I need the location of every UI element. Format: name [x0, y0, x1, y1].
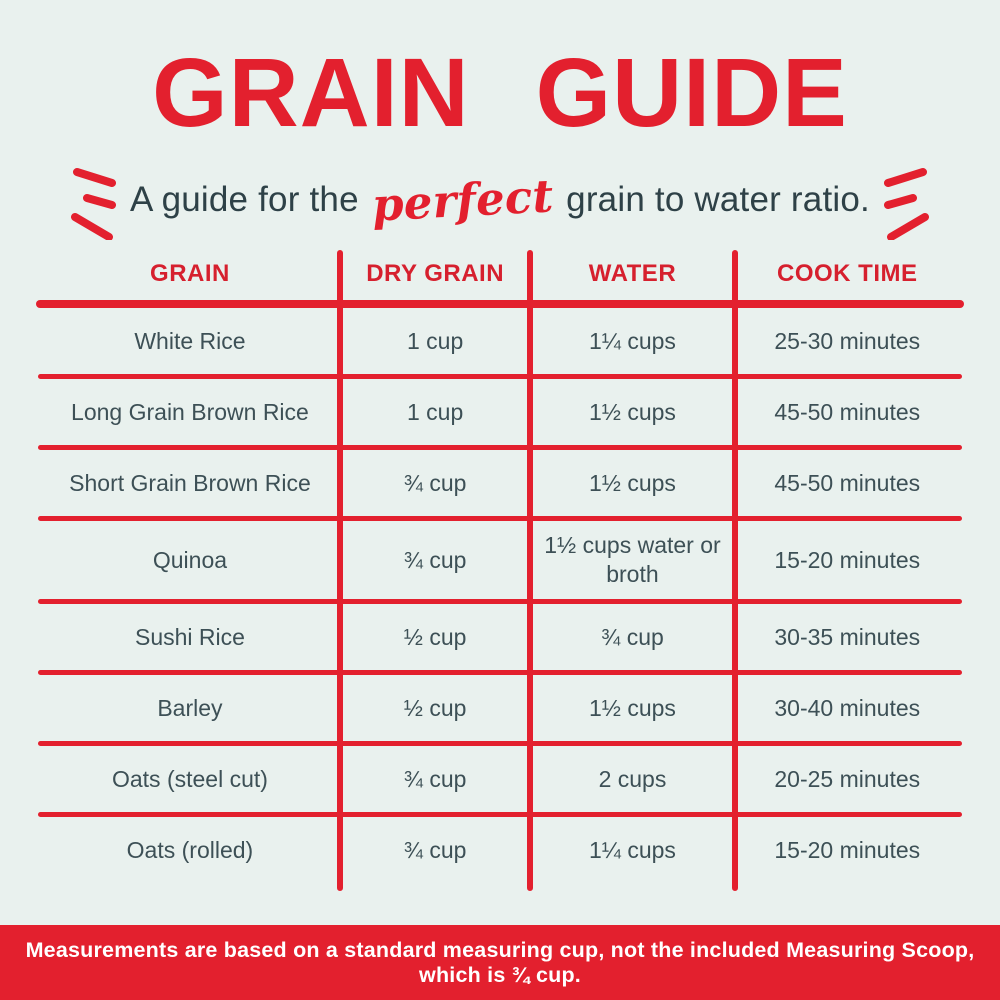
dry-grain-cell: 1 cup — [406, 398, 464, 425]
grain-cell: Long Grain Brown Rice — [71, 398, 309, 425]
grain-cell: Quinoa — [152, 546, 228, 573]
footer-note: Measurements are based on a standard mea… — [25, 937, 975, 987]
column-divider-line — [731, 250, 738, 891]
dry-grain-cell: ¾ cup — [403, 469, 467, 496]
row-divider-line — [38, 516, 962, 521]
dry-grain-cell: 1 cup — [406, 327, 464, 354]
column-header-water: WATER — [588, 260, 677, 287]
table-row-white-rice: White Rice 1 cup 1¼ cups 25-30 minutes — [40, 308, 960, 374]
table-row-barley: Barley ½ cup 1½ cups 30-40 minutes — [40, 675, 960, 741]
table-row-oats-rolled: Oats (rolled) ¾ cup 1¼ cups 15-20 minute… — [40, 817, 960, 883]
grain-cell: White Rice — [134, 327, 246, 354]
subtitle-suffix: grain to water ratio. — [566, 180, 870, 219]
water-cell: 1½ cups — [588, 694, 676, 721]
page-title: GRAIN GUIDE — [152, 38, 848, 147]
grain-cell: Short Grain Brown Rice — [69, 469, 311, 496]
cook-time-cell: 15-20 minutes — [774, 546, 921, 573]
header-divider-line — [36, 300, 964, 308]
grain-cell: Oats (rolled) — [126, 836, 254, 863]
dry-grain-cell: ½ cup — [403, 623, 467, 650]
dry-grain-cell: ¾ cup — [403, 836, 467, 863]
column-header-grain: GRAIN — [150, 260, 230, 287]
emphasis-dashes-left-icon — [70, 160, 117, 241]
subtitle-highlight: perfect — [370, 168, 555, 232]
water-cell: 1¼ cups — [588, 327, 676, 354]
water-cell: 1½ cups — [588, 398, 676, 425]
row-divider-line — [38, 812, 962, 817]
table-row-quinoa: Quinoa ¾ cup 1½ cups water or broth 15-2… — [40, 521, 960, 599]
emphasis-dashes-right-icon — [883, 160, 930, 241]
row-divider-line — [38, 599, 962, 604]
water-cell: 1¼ cups — [588, 836, 676, 863]
cook-time-cell: 45-50 minutes — [774, 398, 921, 425]
water-cell: 2 cups — [598, 765, 667, 792]
water-cell: 1½ cups water or broth — [544, 532, 721, 587]
grain-cell: Sushi Rice — [134, 623, 245, 650]
column-divider-line — [527, 250, 534, 891]
subtitle: A guide for the perfect grain to water r… — [130, 169, 870, 231]
grain-guide-table: GRAIN DRY GRAIN WATER COOK TIME White Ri… — [36, 248, 964, 891]
table-row-oats-steel-cut: Oats (steel cut) ¾ cup 2 cups 20-25 minu… — [40, 746, 960, 812]
cook-time-cell: 20-25 minutes — [774, 765, 921, 792]
dry-grain-cell: ½ cup — [403, 694, 467, 721]
dry-grain-cell: ¾ cup — [403, 765, 467, 792]
subtitle-prefix: A guide for the — [130, 180, 359, 219]
water-cell: 1½ cups — [588, 469, 676, 496]
subtitle-row: A guide for the perfect grain to water r… — [0, 158, 1000, 242]
cook-time-cell: 25-30 minutes — [774, 327, 921, 354]
table-row-short-grain-brown-rice: Short Grain Brown Rice ¾ cup 1½ cups 45-… — [40, 450, 960, 516]
table-row-sushi-rice: Sushi Rice ½ cup ¾ cup 30-35 minutes — [40, 604, 960, 670]
cook-time-cell: 15-20 minutes — [774, 836, 921, 863]
column-header-dry-grain: DRY GRAIN — [366, 260, 505, 287]
grain-cell: Barley — [157, 694, 223, 721]
row-divider-line — [38, 445, 962, 450]
row-divider-line — [38, 670, 962, 675]
table-row-long-grain-brown-rice: Long Grain Brown Rice 1 cup 1½ cups 45-5… — [40, 379, 960, 445]
footer-banner: Measurements are based on a standard mea… — [0, 925, 1000, 1000]
cook-time-cell: 45-50 minutes — [774, 469, 921, 496]
cook-time-cell: 30-35 minutes — [774, 623, 921, 650]
water-cell: ¾ cup — [601, 623, 664, 650]
dry-grain-cell: ¾ cup — [403, 546, 467, 573]
row-divider-line — [38, 741, 962, 746]
row-divider-line — [38, 374, 962, 379]
cook-time-cell: 30-40 minutes — [774, 694, 921, 721]
column-divider-line — [336, 250, 343, 891]
table-header-row: GRAIN DRY GRAIN WATER COOK TIME — [40, 248, 960, 300]
grain-cell: Oats (steel cut) — [111, 765, 268, 792]
column-header-cook-time: COOK TIME — [777, 260, 918, 287]
